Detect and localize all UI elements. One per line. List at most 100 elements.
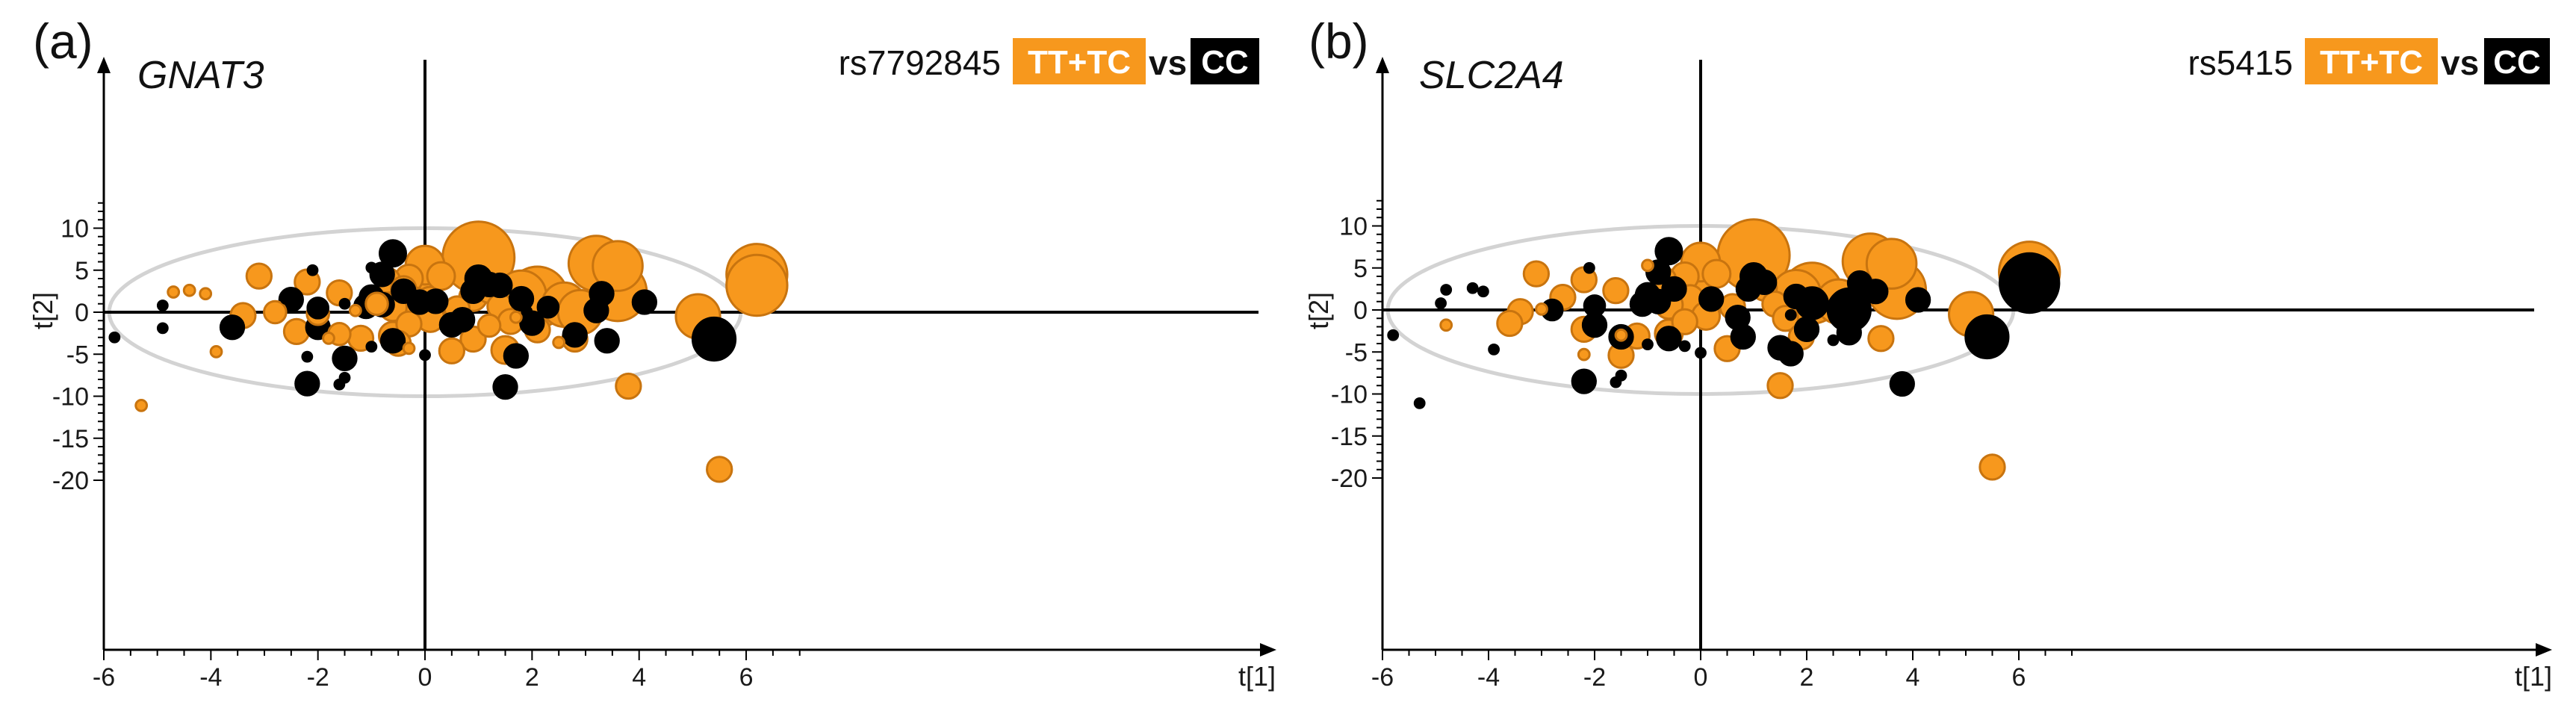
data-point-tt-tc: [245, 262, 273, 290]
data-point-tt-tc: [552, 335, 566, 350]
panel-b-cc-badge: [2484, 38, 2550, 84]
data-point-tt-tc: [706, 456, 733, 483]
data-point-cc: [691, 316, 737, 362]
data-point-cc: [108, 331, 121, 344]
panel-a-cc-badge: [1191, 38, 1259, 84]
y-tick-label: 10: [60, 215, 89, 243]
y-tick-label: -5: [66, 341, 89, 369]
data-point-cc: [365, 341, 378, 353]
y-tick-label: 0: [1353, 297, 1368, 325]
x-axis-arrow: [2536, 643, 2552, 657]
data-point-cc: [492, 373, 518, 400]
data-point-tt-tc: [1865, 238, 1918, 290]
data-point-tt-tc: [282, 317, 311, 346]
data-point-tt-tc: [209, 344, 223, 359]
x-tick-label: -2: [1583, 663, 1606, 692]
data-point-tt-tc: [1535, 302, 1548, 316]
x-tick-label: 4: [1906, 663, 1920, 692]
panel-a-cc-label: CC: [1201, 44, 1249, 81]
data-point-cc: [1387, 329, 1400, 341]
data-point-tt-tc: [1522, 260, 1551, 288]
panel-a-vs-label: vs: [1149, 43, 1187, 82]
data-point-cc: [1654, 237, 1683, 266]
x-tick-label: 6: [739, 663, 754, 692]
data-point-cc: [1784, 308, 1797, 321]
panel-a-tt-tc-badge: [1013, 38, 1146, 84]
data-point-tt-tc: [199, 287, 213, 301]
panel-a-x-axis-title: t[1]: [1238, 661, 1276, 692]
data-point-cc: [423, 288, 449, 314]
data-point-cc: [1751, 269, 1778, 296]
data-point-cc: [1656, 326, 1682, 352]
data-point-cc: [1466, 282, 1479, 294]
data-point-cc: [1477, 285, 1489, 298]
panel-b-gene-title: SLC2A4: [1419, 54, 1564, 97]
data-point-cc: [1435, 297, 1447, 309]
y-tick-label: -5: [1345, 338, 1368, 367]
data-point-cc: [1999, 252, 2061, 314]
data-point-cc: [583, 297, 609, 323]
data-point-cc: [1863, 279, 1889, 305]
y-axis-arrow: [97, 57, 111, 73]
data-point-cc: [156, 322, 169, 335]
data-point-cc: [156, 300, 169, 311]
panel-a-y-axis-title: t[2]: [28, 292, 58, 329]
data-point-cc: [219, 314, 246, 341]
panel-b-vs-label: vs: [2441, 43, 2479, 82]
data-point-cc: [1615, 369, 1627, 382]
data-point-tt-tc: [615, 372, 642, 400]
x-tick-label: 6: [2012, 663, 2026, 692]
panel-a: (a) GNAT3 rs7792845 TT+TC vs CC t[1] t[2…: [28, 13, 1276, 692]
data-point-cc: [1964, 314, 2010, 360]
y-axis-arrow: [1376, 57, 1389, 73]
data-point-tt-tc: [364, 291, 389, 317]
panel-b-tt-tc-label: TT+TC: [2320, 44, 2423, 81]
data-point-tt-tc: [167, 285, 181, 299]
data-point-tt-tc: [348, 303, 362, 317]
data-point-cc: [379, 328, 406, 354]
data-point-tt-tc: [1439, 318, 1453, 332]
data-point-tt-tc: [1978, 453, 2006, 481]
data-point-cc: [338, 297, 351, 310]
data-point-cc: [1440, 284, 1453, 296]
data-point-cc: [503, 343, 530, 369]
y-tick-label: -10: [1331, 381, 1368, 409]
data-point-cc: [1827, 334, 1840, 347]
data-point-cc: [1583, 294, 1607, 317]
x-tick-label: -6: [1371, 663, 1394, 692]
data-point-cc: [1905, 287, 1931, 313]
data-point-tt-tc: [477, 313, 502, 338]
data-point-cc: [1583, 261, 1595, 274]
data-point-cc: [521, 305, 533, 317]
data-point-tt-tc: [725, 253, 789, 317]
data-point-tt-tc: [263, 300, 288, 325]
panel-b-snp-label: rs5415: [2188, 43, 2293, 82]
data-point-tt-tc: [1701, 258, 1732, 289]
y-tick-label: -10: [52, 383, 89, 412]
panel-b-cc-label: CC: [2493, 44, 2541, 81]
x-tick-label: 0: [1694, 663, 1708, 692]
data-point-cc: [1642, 338, 1654, 351]
data-point-cc: [379, 239, 408, 268]
data-point-tt-tc: [1577, 347, 1591, 361]
data-point-cc: [365, 261, 378, 274]
data-point-cc: [419, 349, 431, 361]
data-point-cc: [487, 272, 513, 299]
data-point-cc: [438, 311, 465, 338]
x-tick-label: -4: [199, 663, 222, 692]
data-point-cc: [1705, 294, 1718, 306]
data-point-cc: [301, 350, 314, 363]
x-tick-label: 0: [418, 663, 432, 692]
panel-b-y-axis-title: t[2]: [1303, 292, 1334, 329]
data-point-tt-tc: [134, 398, 149, 412]
data-point-tt-tc: [438, 337, 466, 364]
x-tick-label: 2: [1800, 663, 1814, 692]
x-tick-label: -2: [307, 663, 329, 692]
y-tick-label: 0: [75, 299, 89, 327]
x-axis-arrow: [1260, 643, 1276, 657]
data-point-tt-tc: [1766, 372, 1794, 400]
data-point-cc: [1783, 283, 1809, 310]
